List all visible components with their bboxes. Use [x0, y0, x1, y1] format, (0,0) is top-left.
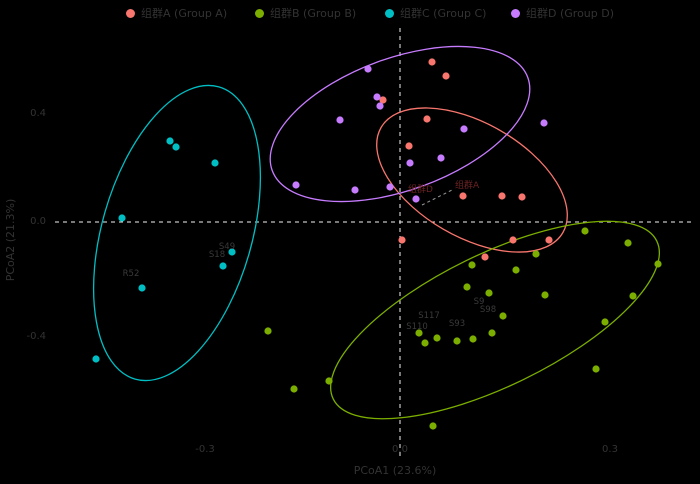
scatter-point [351, 186, 359, 194]
scatter-point [498, 192, 506, 200]
confidence-ellipse [92, 84, 262, 382]
scatter-point [219, 262, 227, 270]
scatter-point [509, 236, 517, 244]
scatter-point [463, 283, 471, 291]
scatter-point [518, 193, 526, 201]
scatter-point [512, 266, 520, 274]
group-b-dot-icon [255, 8, 264, 18]
scatter-point [423, 115, 431, 123]
group-c-dot-icon [385, 8, 394, 18]
scatter-point [469, 335, 477, 343]
scatter-point [541, 291, 549, 299]
legend-label-group-d: 组群D (Group D) [526, 7, 615, 20]
y-tick-label: 0.4 [30, 108, 46, 119]
scatter-point [429, 422, 437, 430]
scatter-point [290, 385, 298, 393]
scatter-point [376, 102, 384, 110]
confidence-ellipse [376, 107, 568, 253]
scatter-point [172, 143, 180, 151]
legend: 组群A (Group A) 组群B (Group B) 组群C (Group C… [0, 4, 700, 24]
scatter-point [532, 250, 540, 258]
scatter-point [592, 365, 600, 373]
scatter-point [654, 260, 662, 268]
scatter-point [460, 125, 468, 133]
scatter-point [166, 137, 174, 145]
point-label: S18 [209, 250, 225, 260]
y-tick-label: 0.0 [30, 216, 46, 227]
scatter-point [92, 355, 100, 363]
legend-label-group-c: 组群C (Group C) [400, 7, 487, 20]
group-d-dot-icon [511, 8, 520, 18]
scatter-point [264, 327, 272, 335]
scatter-point [624, 239, 632, 247]
point-label: S9 [474, 297, 485, 307]
scatter-point [405, 142, 413, 150]
point-label: S49 [219, 242, 235, 252]
scatter-point [379, 96, 387, 104]
scatter-point [415, 329, 423, 337]
scatter-point [336, 116, 344, 124]
x-tick-label: 0.3 [602, 444, 618, 455]
scatter-point [373, 93, 381, 101]
scatter-point [292, 181, 300, 189]
point-label: S117 [418, 311, 440, 321]
scatter-point [412, 195, 420, 203]
legend-label-group-b: 组群B (Group B) [270, 7, 357, 20]
scatter-point [485, 289, 493, 297]
scatter-point [581, 227, 589, 235]
scatter-point [364, 65, 372, 73]
x-tick-label: 0.0 [392, 444, 408, 455]
confidence-ellipse [330, 220, 660, 420]
legend-label-group-a: 组群A (Group A) [141, 7, 228, 20]
point-label: S98 [480, 305, 496, 315]
group-a-dot-icon [126, 8, 135, 18]
scatter-point [468, 261, 476, 269]
scatter-point [211, 159, 219, 167]
scatter-point [421, 339, 429, 347]
scatter-point [629, 292, 637, 300]
scatter-point [325, 377, 333, 385]
scatter-point [488, 329, 496, 337]
legend-item-group-d: 组群D (Group D) [511, 4, 614, 22]
legend-item-group-c: 组群C (Group C) [385, 4, 486, 22]
scatter-point [138, 284, 146, 292]
centroid-label: 组群A [455, 179, 480, 191]
y-tick-label: -0.4 [26, 331, 46, 342]
scatter-point [437, 154, 445, 162]
point-label: S93 [449, 319, 465, 329]
scatter-point [499, 312, 507, 320]
legend-item-group-a: 组群A (Group A) [126, 4, 227, 22]
point-label: S110 [406, 322, 428, 332]
scatter-point [442, 72, 450, 80]
scatter-point [433, 334, 441, 342]
scatter-point [540, 119, 548, 127]
y-axis-title: PCoA2 (21.3%) [4, 199, 17, 282]
scatter-point [228, 248, 236, 256]
scatter-point [406, 159, 414, 167]
confidence-ellipse [269, 45, 531, 203]
scatter-point [453, 337, 461, 345]
scatter-point [601, 318, 609, 326]
scatter-point [386, 183, 394, 191]
x-axis-title: PCoA1 (23.6%) [354, 464, 437, 477]
scatter-point [545, 236, 553, 244]
x-tick-label: -0.3 [195, 444, 215, 455]
scatter-point [428, 58, 436, 66]
scatter-point [481, 253, 489, 261]
point-label: R52 [123, 269, 140, 279]
scatter-point [118, 214, 126, 222]
scatter-point [398, 236, 406, 244]
centroid-label: 组群D [408, 183, 433, 195]
scatter-point [459, 192, 467, 200]
legend-item-group-b: 组群B (Group B) [255, 4, 356, 22]
